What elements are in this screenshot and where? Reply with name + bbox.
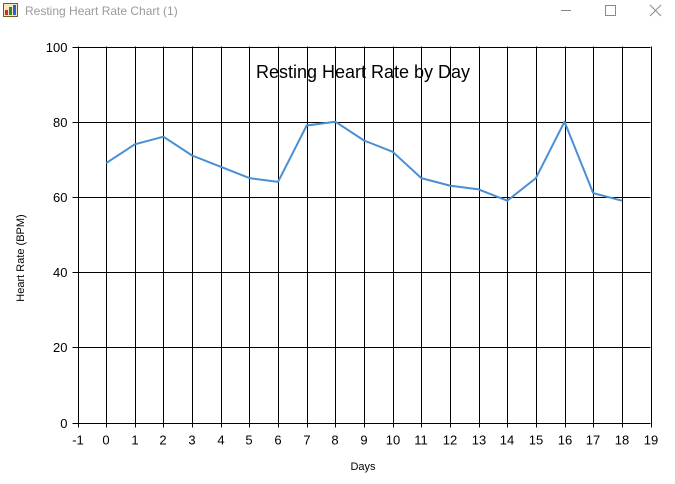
x-gridlines — [78, 46, 652, 428]
y-axis-label: Heart Rate (BPM) — [15, 214, 27, 301]
minimize-icon — [561, 10, 571, 11]
y-gridlines — [72, 47, 651, 424]
x-tick-label: 5 — [245, 433, 252, 448]
x-tick-label: 10 — [386, 433, 400, 448]
x-tick-label: 14 — [500, 433, 514, 448]
x-tick-label: 15 — [529, 433, 543, 448]
maximize-icon — [605, 5, 616, 16]
y-tick-label: 20 — [53, 340, 67, 355]
x-tick-labels: -1 0 1 2 3 4 5 6 7 8 9 10 11 12 13 14 15 16 17 18 19 — [72, 433, 658, 448]
x-tick-label: 11 — [414, 433, 428, 448]
minimize-button[interactable] — [543, 0, 589, 24]
y-tick-label: 40 — [53, 265, 67, 280]
y-tick-labels: 0 20 40 60 80 100 — [46, 40, 68, 431]
x-tick-label: 9 — [360, 433, 367, 448]
x-tick-label: 16 — [558, 433, 572, 448]
x-tick-label: 7 — [303, 433, 310, 448]
x-tick-label: 6 — [274, 433, 281, 448]
x-tick-label: 18 — [615, 433, 629, 448]
y-tick-label: 80 — [53, 115, 67, 130]
x-tick-label: -1 — [72, 433, 84, 448]
y-tick-label: 0 — [60, 416, 67, 431]
x-axis-label: Days — [350, 461, 376, 473]
chart-title: Resting Heart Rate by Day — [256, 62, 470, 82]
x-tick-label: 3 — [188, 433, 195, 448]
close-icon — [649, 4, 662, 17]
chart-app-icon — [3, 3, 18, 17]
y-tick-label: 100 — [46, 40, 68, 55]
chart-area: -1 0 1 2 3 4 5 6 7 8 9 10 11 12 13 14 15 16 17 18 19 0 20 40 60… — [0, 24, 675, 484]
x-tick-label: 12 — [443, 433, 457, 448]
x-tick-label: 0 — [102, 433, 109, 448]
maximize-button[interactable] — [587, 0, 633, 24]
line-chart: -1 0 1 2 3 4 5 6 7 8 9 10 11 12 13 14 15 16 17 18 19 0204060… — [15, 40, 658, 473]
x-tick-label: 2 — [159, 433, 166, 448]
x-tick-label: 19 — [644, 433, 658, 448]
x-tick-label: 13 — [472, 433, 486, 448]
x-tick-label: 1 — [131, 433, 138, 448]
x-tick-label: 4 — [217, 433, 224, 448]
title-bar[interactable]: Resting Heart Rate Chart (1) — [0, 0, 675, 24]
series-heart-rate — [105, 120, 623, 202]
x-tick-label: 8 — [331, 433, 338, 448]
close-button[interactable] — [633, 0, 675, 24]
y-tick-label: 60 — [53, 190, 67, 205]
window-title: Resting Heart Rate Chart (1) — [25, 4, 178, 18]
x-tick-label: 17 — [586, 433, 600, 448]
